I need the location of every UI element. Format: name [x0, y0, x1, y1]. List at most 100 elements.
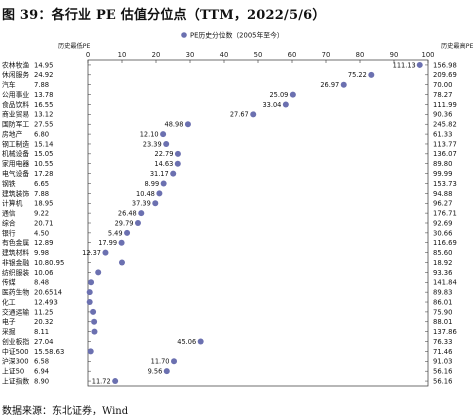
x-tick-label: 30 [186, 51, 195, 59]
data-point [282, 101, 289, 108]
category-label: 医药生物 [2, 288, 29, 297]
data-point [289, 91, 296, 98]
high-pe-value: 153.73 [433, 180, 457, 188]
high-pe-value: 56.16 [433, 368, 452, 376]
high-pe-value: 94.88 [433, 190, 452, 198]
low-pe-value: 20.71 [34, 219, 53, 227]
data-point [102, 249, 109, 256]
x-tick-label: 60 [288, 51, 297, 59]
high-pe-value: 90.36 [433, 111, 452, 119]
high-pe-value: 75.90 [433, 308, 452, 316]
high-pe-value: 61.33 [433, 130, 452, 138]
low-pe-value: 27.04 [34, 338, 53, 346]
data-point [134, 220, 141, 226]
low-pe-value: 10.06 [34, 269, 53, 277]
category-label: 建筑材料 [2, 248, 29, 257]
category-label: 有色金属 [2, 238, 29, 247]
data-point [170, 170, 177, 177]
legend-marker [181, 32, 187, 38]
low-pe-value: 6.58 [34, 358, 49, 366]
high-pe-value: 111.99 [433, 101, 457, 109]
category-label: 上证50 [2, 367, 24, 376]
data-point [250, 111, 257, 118]
high-pe-value: 245.82 [433, 121, 457, 129]
low-pe-value: 12.493 [34, 298, 58, 306]
high-pe-value: 99.99 [433, 170, 452, 178]
category-label: 传媒 [2, 278, 16, 287]
high-pe-value: 78.27 [433, 91, 452, 99]
category-label: 食品饮料 [2, 100, 29, 109]
data-point [95, 269, 102, 276]
data-point [124, 229, 131, 236]
high-pe-value: 141.84 [433, 279, 457, 287]
left-header: 历史最低PE [58, 42, 90, 50]
low-pe-value: 17.28 [34, 170, 53, 178]
high-pe-value: 92.69 [433, 219, 452, 227]
high-pe-value: 88.01 [433, 318, 452, 326]
high-pe-value: 113.77 [433, 140, 457, 148]
high-pe-value: 96.27 [433, 200, 452, 208]
data-label: 12.37 [82, 249, 101, 257]
data-label: 111.13 [393, 61, 416, 69]
x-tick-label: 50 [254, 51, 263, 59]
legend-label: PE历史分位数（2005年至今） [190, 31, 284, 40]
chart-points: 111.13 75.22 26.97 25.09 33.04 27.67 48.98 12.1… [82, 61, 423, 385]
high-pe-value: 176.71 [433, 210, 457, 218]
x-tick-label: 20 [152, 51, 161, 59]
category-label: 中证500 [2, 347, 29, 356]
data-point [138, 210, 145, 217]
x-tick-label: 90 [390, 51, 399, 59]
data-point [171, 358, 178, 365]
category-label: 建筑装饰 [2, 189, 29, 198]
low-pe-value: 20.32 [34, 318, 53, 326]
data-label: 31.17 [150, 170, 169, 178]
category-label: 家用电器 [2, 159, 29, 168]
high-pe-value: 136.07 [433, 150, 457, 158]
high-pe-value: 91.03 [433, 358, 452, 366]
data-point [340, 81, 347, 88]
data-label: 75.22 [348, 71, 367, 79]
data-label: 9.56 [148, 368, 163, 376]
category-label: 公用事业 [2, 90, 29, 99]
data-point [156, 190, 163, 197]
x-tick-label: 10 [118, 51, 127, 59]
category-label: 采掘 [2, 327, 16, 336]
data-label: 5.49 [108, 229, 123, 237]
data-point [91, 328, 98, 335]
low-pe-value: 9.98 [34, 249, 49, 257]
data-point [118, 239, 125, 246]
source-note: 数据来源：东北证券，Wind [2, 406, 129, 417]
data-label: 37.39 [132, 200, 151, 208]
high-pe-value: 89.83 [433, 289, 452, 297]
data-label: 27.67 [230, 111, 249, 119]
figure-title: 图 39：各行业 PE 估值分位点（TTM，2022/5/6） [2, 8, 326, 23]
high-pe-value: 71.46 [433, 348, 452, 356]
x-tick-label: 80 [356, 51, 365, 59]
data-point [87, 348, 94, 355]
category-label: 房地产 [2, 129, 23, 138]
low-pe-value: 12.89 [34, 239, 53, 247]
high-pe-value: 89.80 [433, 160, 452, 168]
low-pe-value: 27.55 [34, 121, 53, 129]
data-label: 8.99 [144, 180, 159, 188]
data-label: 10.48 [136, 190, 155, 198]
high-pe-value: 209.69 [433, 71, 457, 79]
data-label: 17.99 [98, 239, 117, 247]
low-pe-value: 7.88 [34, 81, 49, 89]
chart-legend: PE历史分位数（2005年至今） [181, 31, 284, 40]
low-pe-value: 6.80 [34, 130, 49, 138]
x-tick-label: 100 [422, 51, 435, 59]
category-label: 交通运输 [2, 307, 29, 316]
category-label: 计算机 [2, 199, 23, 208]
data-point [86, 289, 93, 296]
low-pe-value: 20.6514 [34, 289, 62, 297]
data-label: 26.48 [118, 210, 137, 218]
data-point [163, 140, 170, 147]
low-pe-value: 9.22 [34, 210, 49, 218]
category-label: 综合 [2, 218, 16, 227]
high-pe-value: 18.92 [433, 259, 452, 267]
data-point [184, 121, 191, 128]
category-label: 上证指数 [2, 376, 29, 385]
chart-rows: 农林牧渔 14.95 156.98 休闲服务 24.92 209.69 汽车 7.88 70.0… [2, 60, 457, 385]
pe-percentile-chart: PE历史分位数（2005年至今） 历史最低PE 历史最高PE 0 10 20 30 40… [2, 31, 473, 387]
